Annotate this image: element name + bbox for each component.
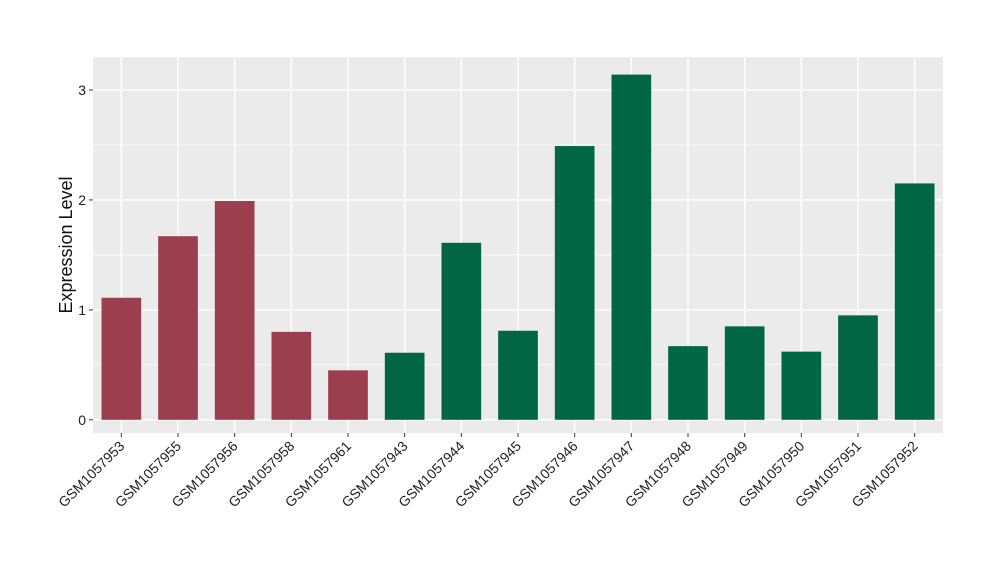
bar-GSM1057946 [554, 146, 595, 420]
bars-layer [101, 74, 935, 420]
bar-GSM1057955 [158, 236, 198, 420]
x-axis: GSM1057953GSM1057955GSM1057956GSM1057958… [55, 433, 921, 510]
bar-GSM1057943 [384, 352, 425, 420]
bar-GSM1057961 [328, 370, 368, 420]
bar-GSM1057947 [611, 74, 652, 420]
bar-GSM1057953 [101, 297, 142, 420]
y-tick-label: 0 [78, 412, 86, 428]
bar-GSM1057945 [498, 330, 538, 420]
y-tick-label: 1 [78, 302, 86, 318]
y-axis: 0 1 2 3 [78, 82, 93, 428]
y-tick-label: 2 [78, 192, 86, 208]
bar-GSM1057949 [724, 326, 765, 420]
y-tick-label: 3 [78, 82, 86, 98]
bar-GSM1057944 [441, 242, 482, 420]
y-axis-label: Expression Level [56, 176, 76, 313]
bar-GSM1057950 [781, 351, 822, 420]
bar-GSM1057956 [214, 201, 255, 420]
bar-GSM1057951 [838, 315, 878, 420]
bar-GSM1057948 [668, 346, 708, 420]
bar-GSM1057952 [894, 183, 935, 420]
bar-GSM1057958 [271, 331, 312, 420]
